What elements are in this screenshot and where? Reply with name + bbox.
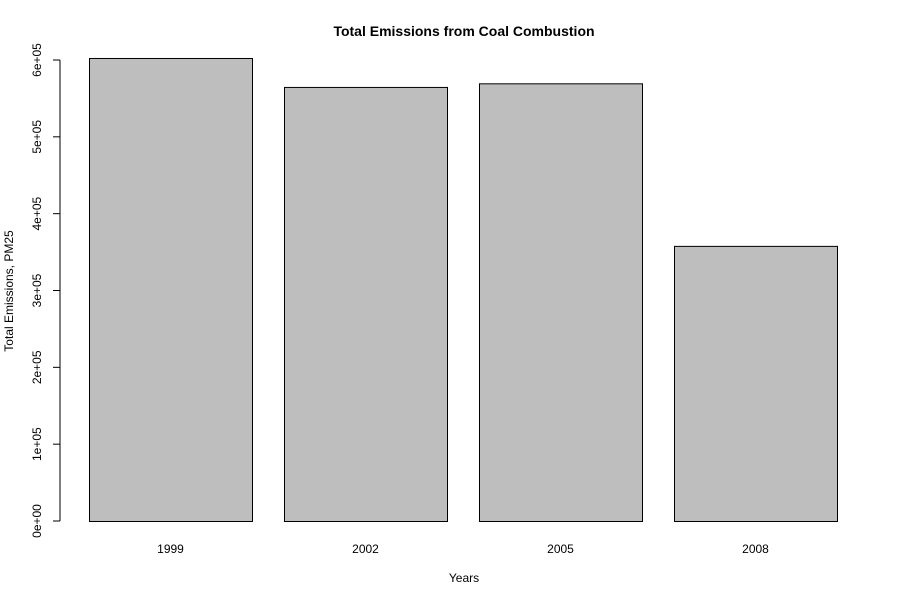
y-tick-label: 5e+05 xyxy=(30,120,44,154)
bar-2005 xyxy=(479,83,643,522)
y-tick-label: 4e+05 xyxy=(30,196,44,230)
chart-title: Total Emissions from Coal Combustion xyxy=(333,23,594,39)
y-tick-label: 1e+05 xyxy=(30,427,44,461)
x-tick-label: 2002 xyxy=(352,542,379,556)
bar-2008 xyxy=(674,245,838,522)
x-tick-label: 2005 xyxy=(547,542,574,556)
x-tick-label: 1999 xyxy=(157,542,184,556)
y-tick-label: 0e+00 xyxy=(30,504,44,538)
y-axis: 0e+00 1e+05 2e+05 3e+05 4e+05 5e+05 6e+05 xyxy=(30,43,61,538)
y-tick-label: 2e+05 xyxy=(30,350,44,384)
bar-2002 xyxy=(284,86,448,522)
y-tick-label: 6e+05 xyxy=(30,43,44,77)
x-axis-label: Years xyxy=(449,571,479,585)
bars xyxy=(89,57,838,523)
y-tick-label: 3e+05 xyxy=(30,273,44,307)
x-tick-labels: 1999 2002 2005 2008 xyxy=(157,542,769,556)
y-axis-label: Total Emissions, PM25 xyxy=(2,230,16,352)
x-tick-label: 2008 xyxy=(742,542,769,556)
bar-1999 xyxy=(89,57,253,523)
